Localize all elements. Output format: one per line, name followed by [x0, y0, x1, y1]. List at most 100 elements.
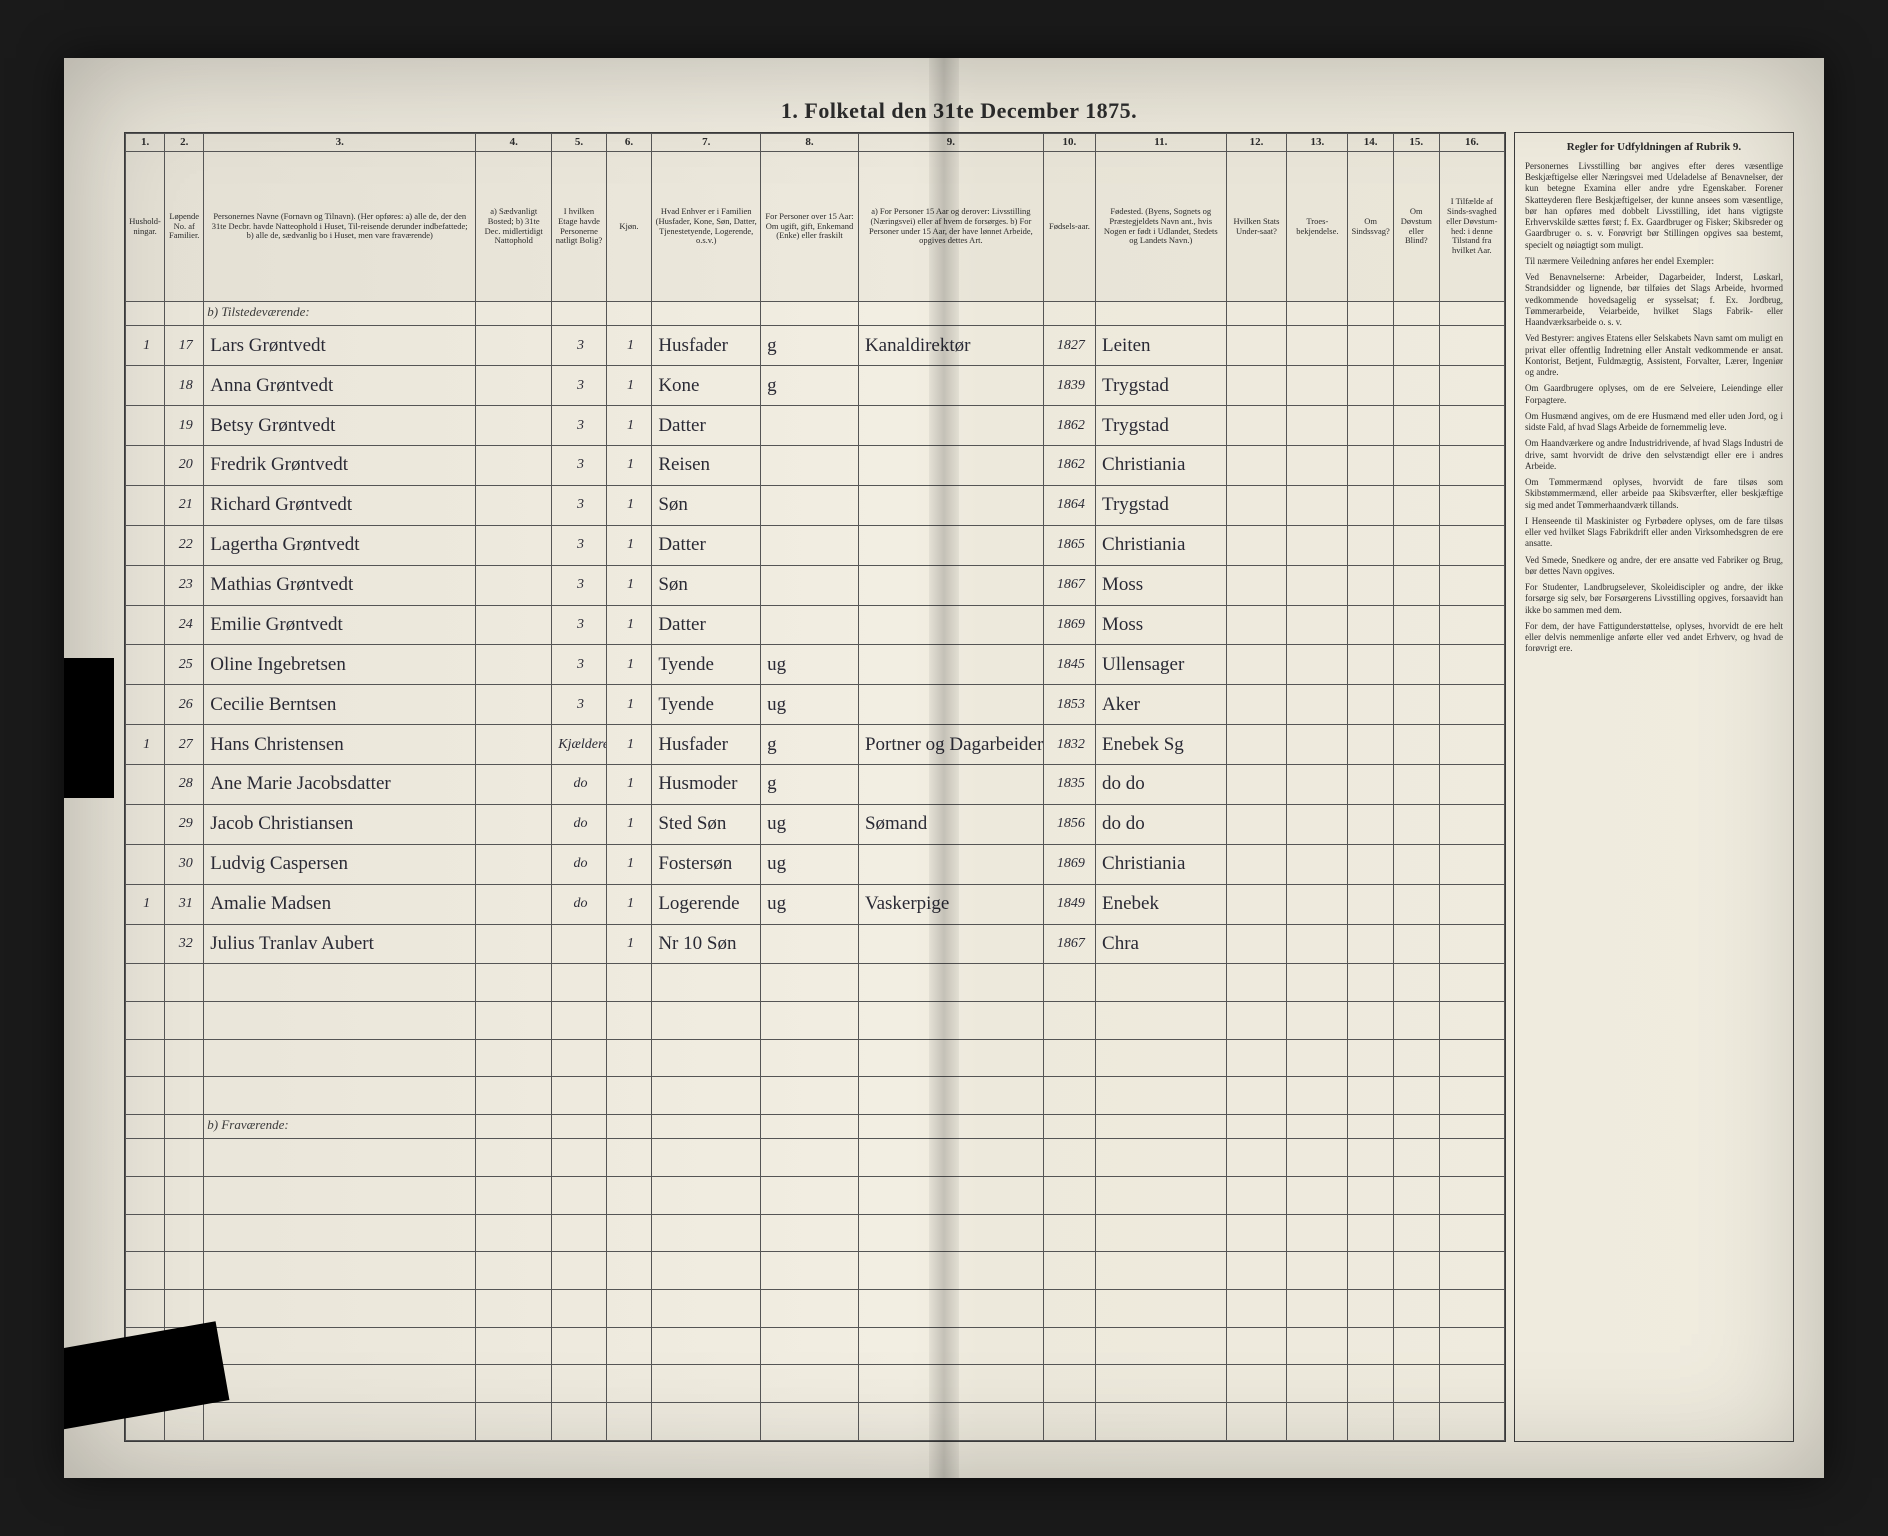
section-cell — [1096, 1115, 1227, 1139]
data-cell: 1845 — [1043, 645, 1095, 685]
empty-cell — [761, 1327, 859, 1365]
section-cell — [1393, 1115, 1439, 1139]
data-cell: Cecilie Berntsen — [204, 685, 476, 725]
empty-cell — [165, 1039, 204, 1077]
data-row: 29Jacob Christiansendo1Sted SønugSømand1… — [126, 804, 1505, 844]
data-row: 32Julius Tranlav Aubert1Nr 10 Søn1867Chr… — [126, 924, 1505, 964]
data-cell — [476, 884, 552, 924]
instruction-para: Om Husmænd angives, om de ere Husmænd me… — [1525, 411, 1783, 434]
empty-cell — [606, 1214, 652, 1252]
empty-cell — [552, 1039, 606, 1077]
data-cell — [1393, 924, 1439, 964]
empty-cell — [1096, 1365, 1227, 1403]
col-number: 1. — [126, 134, 165, 152]
section-cell — [606, 302, 652, 326]
data-cell — [1393, 406, 1439, 446]
section-cell — [1348, 1115, 1394, 1139]
data-cell — [1348, 725, 1394, 765]
data-cell: Amalie Madsen — [204, 884, 476, 924]
data-cell — [761, 446, 859, 486]
data-cell: Trygstad — [1096, 366, 1227, 406]
data-cell: 1835 — [1043, 765, 1095, 805]
col-number: 13. — [1287, 134, 1348, 152]
section-cell — [165, 302, 204, 326]
section-cell — [552, 302, 606, 326]
empty-cell — [761, 1039, 859, 1077]
empty-row — [126, 1402, 1505, 1440]
instructions-heading: Regler for Udfyldningen af Rubrik 9. — [1525, 141, 1783, 155]
empty-cell — [1043, 1177, 1095, 1215]
data-cell: 1 — [606, 366, 652, 406]
data-cell — [126, 924, 165, 964]
empty-cell — [858, 1365, 1043, 1403]
data-cell — [1287, 565, 1348, 605]
data-cell — [1439, 884, 1504, 924]
data-cell: Anna Grøntvedt — [204, 366, 476, 406]
data-cell: Nr 10 Søn — [652, 924, 761, 964]
data-cell — [476, 804, 552, 844]
data-cell — [1439, 485, 1504, 525]
section-cell — [1043, 302, 1095, 326]
section-cell — [165, 1115, 204, 1139]
instruction-para: Om Haandværkere og andre Industridrivend… — [1525, 438, 1783, 472]
empty-cell — [552, 1252, 606, 1290]
data-cell — [1393, 485, 1439, 525]
empty-row — [126, 1077, 1505, 1115]
data-cell — [1348, 765, 1394, 805]
empty-row — [126, 1252, 1505, 1290]
col-header: a) For Personer 15 Aar og derover: Livss… — [858, 152, 1043, 302]
data-row: 26Cecilie Berntsen31Tyendeug1853Aker — [126, 685, 1505, 725]
data-cell: ug — [761, 884, 859, 924]
data-cell: ug — [761, 804, 859, 844]
data-cell: Vaskerpige — [858, 884, 1043, 924]
empty-cell — [1096, 1402, 1227, 1440]
section-cell — [126, 1115, 165, 1139]
empty-cell — [1226, 1214, 1287, 1252]
data-cell — [126, 804, 165, 844]
data-cell — [858, 366, 1043, 406]
empty-cell — [476, 1252, 552, 1290]
empty-cell — [1348, 1039, 1394, 1077]
empty-cell — [1439, 1177, 1504, 1215]
empty-cell — [165, 964, 204, 1002]
data-cell: do — [552, 765, 606, 805]
data-cell — [476, 725, 552, 765]
data-cell: Portner og Dagarbeider — [858, 725, 1043, 765]
column-numbers-row: 1.2.3.4.5.6.7.8.9.10.11.12.13.14.15.16. — [126, 134, 1505, 152]
data-cell: 1 — [606, 725, 652, 765]
empty-cell — [1096, 1077, 1227, 1115]
data-cell — [858, 605, 1043, 645]
data-cell: 1 — [606, 525, 652, 565]
empty-cell — [858, 1002, 1043, 1040]
empty-cell — [204, 1327, 476, 1365]
empty-cell — [1439, 1002, 1504, 1040]
empty-row — [126, 1365, 1505, 1403]
empty-cell — [1287, 1039, 1348, 1077]
data-cell — [1287, 366, 1348, 406]
empty-cell — [1439, 1365, 1504, 1403]
empty-cell — [652, 1290, 761, 1328]
empty-cell — [1348, 1002, 1394, 1040]
section-cell — [761, 1115, 859, 1139]
empty-cell — [652, 1177, 761, 1215]
empty-cell — [761, 1002, 859, 1040]
data-cell — [476, 406, 552, 446]
data-cell — [126, 565, 165, 605]
col-header: Troes-bekjendelse. — [1287, 152, 1348, 302]
empty-cell — [1096, 1252, 1227, 1290]
empty-cell — [204, 1139, 476, 1177]
data-cell: 20 — [165, 446, 204, 486]
data-cell — [1439, 765, 1504, 805]
data-cell — [1226, 406, 1287, 446]
section-cell — [126, 302, 165, 326]
data-cell — [1287, 725, 1348, 765]
col-header: I Tilfælde af Sinds-svaghed eller Døvstu… — [1439, 152, 1504, 302]
data-cell: Christiania — [1096, 525, 1227, 565]
empty-cell — [606, 1002, 652, 1040]
instruction-para: Ved Bestyrer: angives Etatens eller Sels… — [1525, 333, 1783, 378]
census-table: 1.2.3.4.5.6.7.8.9.10.11.12.13.14.15.16. … — [125, 133, 1505, 1441]
data-cell — [858, 924, 1043, 964]
data-cell — [761, 565, 859, 605]
empty-cell — [476, 1177, 552, 1215]
data-cell — [1348, 844, 1394, 884]
